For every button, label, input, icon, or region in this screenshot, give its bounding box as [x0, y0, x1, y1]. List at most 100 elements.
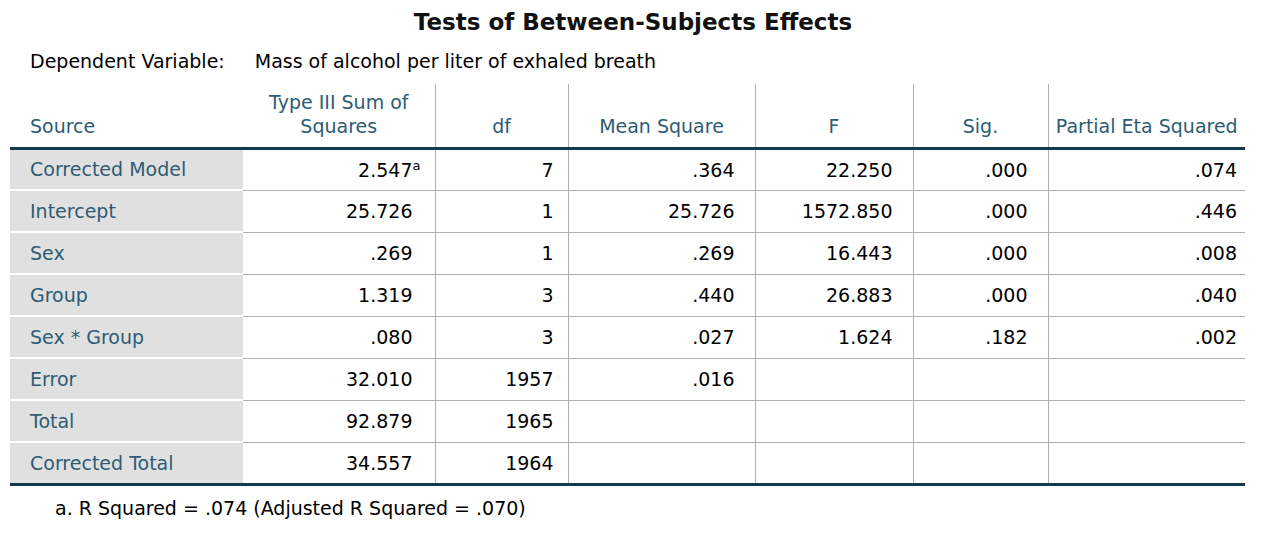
- cell-ms: [568, 400, 755, 442]
- dependent-variable-value: Mass of alcohol per liter of exhaled bre…: [255, 50, 656, 72]
- cell-value: 3: [541, 284, 553, 306]
- cell-ss: 2.547a: [243, 148, 435, 190]
- cell-value: .016: [692, 368, 734, 390]
- cell-value: 3: [541, 326, 553, 348]
- cell-f: 16.443: [755, 232, 913, 274]
- cell-ms: .364: [568, 148, 755, 190]
- cell-sig: [913, 400, 1048, 442]
- cell-ms: .269: [568, 232, 755, 274]
- cell-ss: .269: [243, 232, 435, 274]
- cell-ms: [568, 442, 755, 484]
- table-row: Total 92.879 1965: [10, 400, 1245, 442]
- cell-df: 1957: [435, 358, 568, 400]
- cell-value: 25.726: [668, 200, 734, 222]
- cell-ss: 25.726: [243, 190, 435, 232]
- cell-value: 32.010: [346, 368, 412, 390]
- cell-f: [755, 358, 913, 400]
- cell-value: 1957: [505, 368, 553, 390]
- cell-value: .364: [692, 159, 734, 181]
- cell-sig: [913, 358, 1048, 400]
- cell-ss: 92.879: [243, 400, 435, 442]
- cell-ss: .080: [243, 316, 435, 358]
- cell-f: [755, 442, 913, 484]
- table-body: Corrected Model2.547a 7 .364 22.250 .000 .074…: [10, 148, 1245, 484]
- cell-pes: .446: [1048, 190, 1245, 232]
- table-footnote: a. R Squared = .074 (Adjusted R Squared …: [55, 497, 1266, 519]
- cell-value: 1.624: [838, 326, 892, 348]
- cell-value: .000: [985, 159, 1027, 181]
- cell-df: 3: [435, 316, 568, 358]
- cell-pes: .040: [1048, 274, 1245, 316]
- row-label: Total: [10, 400, 243, 442]
- cell-value: 92.879: [346, 410, 412, 432]
- cell-value: 22.250: [826, 159, 892, 181]
- cell-value: .027: [692, 326, 734, 348]
- cell-df: 3: [435, 274, 568, 316]
- dependent-variable-line: Dependent Variable: Mass of alcohol per l…: [30, 50, 1266, 72]
- cell-value: 26.883: [826, 284, 892, 306]
- table-row: Intercept 25.726 1 25.726 1572.850 .000 .446: [10, 190, 1245, 232]
- cell-pes: [1048, 358, 1245, 400]
- row-label: Intercept: [10, 190, 243, 232]
- cell-value: 1965: [505, 410, 553, 432]
- row-label: Group: [10, 274, 243, 316]
- cell-value: 2.547: [358, 159, 412, 181]
- column-header-pes: Partial Eta Squared: [1048, 84, 1245, 148]
- cell-sig: [913, 442, 1048, 484]
- cell-f: 1572.850: [755, 190, 913, 232]
- cell-value: 25.726: [346, 200, 412, 222]
- cell-f: [755, 400, 913, 442]
- cell-ms: 25.726: [568, 190, 755, 232]
- cell-ss: 1.319: [243, 274, 435, 316]
- row-label: Corrected Model: [10, 148, 243, 190]
- cell-df: 1: [435, 190, 568, 232]
- cell-value: .269: [370, 242, 412, 264]
- cell-sig: .000: [913, 232, 1048, 274]
- table-title: Tests of Between-Subjects Effects: [0, 0, 1266, 35]
- cell-sig: .182: [913, 316, 1048, 358]
- cell-f: 26.883: [755, 274, 913, 316]
- table-row: Corrected Model2.547a 7 .364 22.250 .000 .074: [10, 148, 1245, 190]
- table-row: Sex.2691.26916.443.000.008: [10, 232, 1245, 274]
- cell-value: 34.557: [346, 452, 412, 474]
- cell-ss: 32.010: [243, 358, 435, 400]
- cell-value: 16.443: [826, 242, 892, 264]
- anova-table: SourceType III Sum of SquaresdfMean Squa…: [10, 84, 1245, 486]
- cell-pes: [1048, 442, 1245, 484]
- cell-pes: .074: [1048, 148, 1245, 190]
- cell-value: 1572.850: [802, 200, 893, 222]
- cell-pes: .008: [1048, 232, 1245, 274]
- table-row: Group 1.319 3 .440 26.883 .000 .040: [10, 274, 1245, 316]
- cell-value: 1.319: [358, 284, 412, 306]
- row-label: Sex: [10, 232, 243, 274]
- table-row: Corrected Total 34.557 1964: [10, 442, 1245, 484]
- cell-value: .440: [692, 284, 734, 306]
- cell-sig: .000: [913, 274, 1048, 316]
- header-row: SourceType III Sum of SquaresdfMean Squa…: [10, 84, 1245, 148]
- cell-df: 1965: [435, 400, 568, 442]
- cell-value: .182: [985, 326, 1027, 348]
- cell-value: .269: [692, 242, 734, 264]
- cell-value: .008: [1195, 242, 1237, 264]
- cell-value: 1964: [505, 452, 553, 474]
- cell-value: 7: [541, 159, 553, 181]
- table-row: Sex * Group .080 3 .027 1.624 .182 .002: [10, 316, 1245, 358]
- cell-value: .040: [1195, 284, 1237, 306]
- cell-value: .000: [985, 200, 1027, 222]
- cell-value: .080: [370, 326, 412, 348]
- column-header-source: Source: [10, 84, 243, 148]
- cell-ss: 34.557: [243, 442, 435, 484]
- cell-sig: .000: [913, 148, 1048, 190]
- column-header-ms: Mean Square: [568, 84, 755, 148]
- cell-pes: [1048, 400, 1245, 442]
- row-label: Sex * Group: [10, 316, 243, 358]
- cell-value: 1: [541, 200, 553, 222]
- cell-value: .002: [1195, 326, 1237, 348]
- cell-value: .074: [1195, 159, 1237, 181]
- dependent-variable-label: Dependent Variable:: [30, 50, 225, 72]
- cell-f: 22.250: [755, 148, 913, 190]
- cell-ms: .016: [568, 358, 755, 400]
- row-label: Corrected Total: [10, 442, 243, 484]
- table-row: Error 32.010 1957 .016: [10, 358, 1245, 400]
- row-label: Error: [10, 358, 243, 400]
